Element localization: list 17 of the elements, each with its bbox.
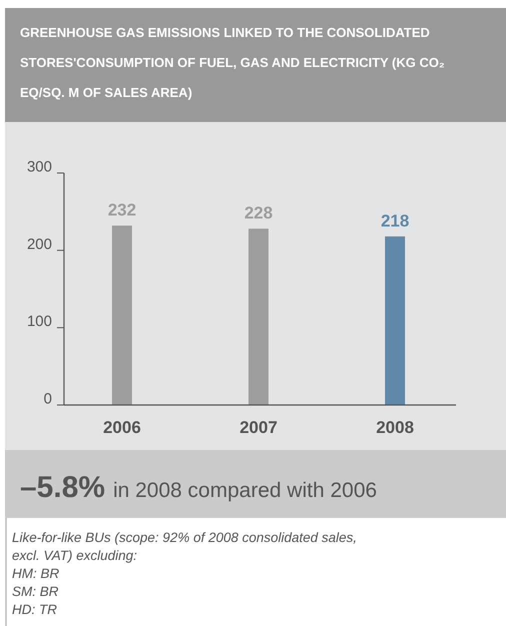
text: HD: TR bbox=[12, 602, 58, 617]
x-tick-label: 2006 bbox=[103, 418, 141, 437]
y-tick-label: 100 bbox=[26, 313, 52, 330]
y-tick-label: 0 bbox=[44, 390, 52, 408]
data-label: 218 bbox=[380, 211, 410, 230]
x-tick-label: 2008 bbox=[376, 418, 414, 437]
text: Like-for-like BUs (scope: 92% of 2008 consolidated sales, excl. VAT) excluding: bbox=[12, 530, 357, 563]
data-label: 228 bbox=[244, 204, 273, 223]
y-tick-label: 200 bbox=[26, 236, 52, 253]
text: HM: BR bbox=[12, 566, 60, 581]
data-label: 232 bbox=[108, 200, 136, 220]
text: –5.8% bbox=[20, 471, 106, 504]
y-tick-label: 300 bbox=[26, 158, 52, 176]
x-tick-label: 2007 bbox=[240, 418, 278, 437]
text: SM: BR bbox=[12, 584, 59, 599]
text: in 2008 compared with 2006 bbox=[113, 479, 377, 502]
chart-title: GREENHOUSE GAS EMISSIONS LINKED TO THE CONSOLIDATED STORES'CONSUMPTION OF FUEL, GAS AND ELECTRICITY (KG CO₂ EQ/SQ. M OF SALES AREA) bbox=[20, 25, 445, 100]
